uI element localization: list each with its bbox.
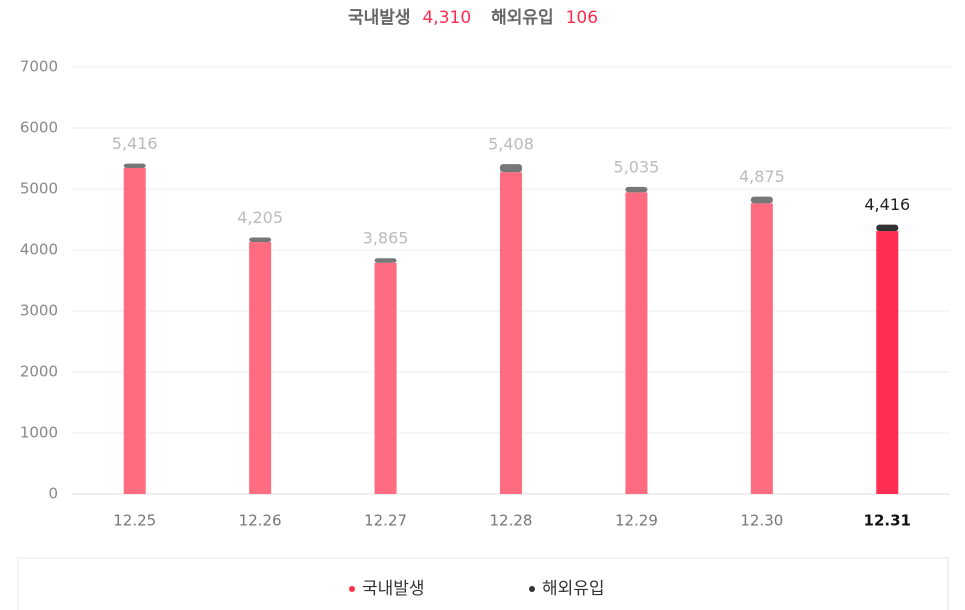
legend-marker xyxy=(349,586,355,592)
data-label: 4,205 xyxy=(237,208,283,227)
bar-segment xyxy=(750,196,773,204)
y-tick-label: 4000 xyxy=(20,241,58,259)
header-label: 국내발생 xyxy=(348,8,411,28)
data-label: 5,416 xyxy=(112,134,158,153)
header: 국내발생 4,310 해외유입 106 xyxy=(348,8,598,28)
y-tick-label: 5000 xyxy=(20,180,58,198)
bar-segment xyxy=(625,192,648,495)
x-tick-label: 12.29 xyxy=(615,512,658,530)
x-tick-label: 12.27 xyxy=(364,512,407,530)
bar-segment xyxy=(123,167,146,494)
data-label: 3,865 xyxy=(363,229,409,248)
y-tick-label: 0 xyxy=(48,485,58,503)
data-label: 5,035 xyxy=(614,157,660,176)
header-value: 106 xyxy=(566,8,598,28)
x-tick-label: 12.25 xyxy=(113,512,156,530)
y-tick-label: 3000 xyxy=(20,302,58,320)
bar-segment xyxy=(500,164,522,173)
data-label: 4,416 xyxy=(864,195,910,214)
y-tick-label: 1000 xyxy=(20,424,58,442)
header-label: 해외유입 xyxy=(491,8,554,28)
bar-segment xyxy=(876,231,899,494)
bar-segment xyxy=(249,242,272,494)
bar-segment xyxy=(123,163,146,168)
data-label: 5,408 xyxy=(488,135,534,154)
x-tick-label: 12.26 xyxy=(239,512,282,530)
bar-segment xyxy=(876,224,899,232)
bar-segment xyxy=(625,186,648,193)
bar-segment xyxy=(374,262,397,494)
y-tick-label: 2000 xyxy=(20,363,58,381)
bar-segment xyxy=(750,203,773,494)
x-tick-label: 12.28 xyxy=(490,512,533,530)
header-value: 4,310 xyxy=(422,8,471,28)
bar-segment xyxy=(374,258,397,263)
data-label: 4,875 xyxy=(739,167,785,186)
y-tick-label: 6000 xyxy=(20,119,58,137)
bar-segment xyxy=(249,237,272,243)
x-tick-label: 12.31 xyxy=(864,512,911,530)
legend-label: 국내발생 xyxy=(362,579,425,599)
bar-segment xyxy=(500,172,522,494)
legend-label: 해외유입 xyxy=(542,579,605,599)
y-tick-label: 7000 xyxy=(20,58,58,76)
legend-box xyxy=(17,557,949,610)
x-tick-label: 12.30 xyxy=(740,512,783,530)
legend-marker xyxy=(529,586,535,592)
